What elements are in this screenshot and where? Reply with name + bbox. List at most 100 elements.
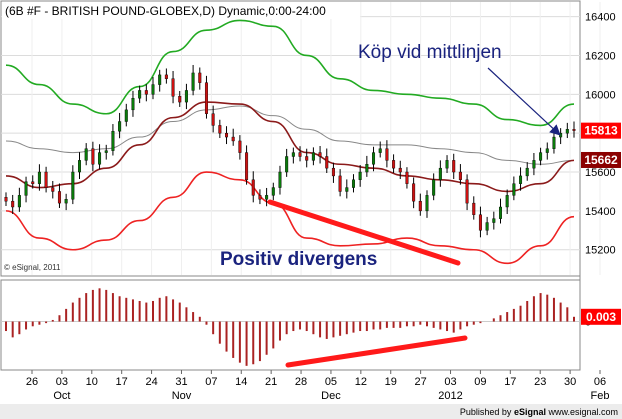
candle [238, 135, 242, 160]
candle-body [331, 167, 335, 177]
candle [44, 166, 48, 193]
candle-body [298, 152, 302, 157]
candle [498, 198, 502, 224]
candle [338, 169, 342, 197]
candle-body [271, 187, 275, 196]
price-axis: 1520015400156001580016000162001640015813… [581, 12, 621, 257]
candle-body [198, 72, 202, 83]
month-label: Oct [53, 390, 70, 402]
candle-body [98, 152, 102, 165]
candle [305, 148, 309, 168]
candle [164, 68, 168, 84]
candle-body [472, 202, 476, 215]
x-tick-label: 17 [116, 376, 128, 388]
candle [171, 71, 175, 104]
candle [131, 90, 135, 117]
candle-body [351, 179, 355, 188]
candle-body [565, 129, 569, 134]
candle-body [178, 96, 182, 103]
candle [265, 187, 269, 207]
oscillator-axis: 00.003 [581, 308, 621, 329]
y-tick-label: 15400 [585, 206, 616, 218]
candle [432, 173, 436, 201]
candle [124, 103, 128, 127]
candle-body [438, 167, 442, 180]
candle [452, 153, 456, 180]
candle [351, 174, 355, 193]
title-background [2, 2, 360, 19]
candle-body [525, 167, 529, 177]
x-tick-label: 26 [26, 376, 38, 388]
y-tick-label: 16000 [585, 89, 616, 101]
candle-body [31, 181, 35, 184]
band-series [5, 171, 575, 265]
candle [218, 119, 222, 139]
candle-body [519, 175, 523, 184]
candle [572, 121, 576, 138]
candle [358, 165, 362, 187]
indicator-panel [0, 279, 581, 371]
divergence-line-oscillator [285, 335, 468, 368]
candle-body [84, 148, 88, 161]
candle-body [251, 179, 255, 196]
candle [211, 105, 215, 133]
candle-body [285, 156, 289, 173]
month-label: Feb [591, 390, 610, 402]
candle-body [485, 222, 489, 231]
candle-body [218, 125, 222, 134]
divergence-line-price [267, 199, 461, 266]
candle-body [405, 171, 409, 184]
candle-body [118, 121, 122, 132]
candle-body [211, 113, 215, 126]
candle-body [265, 195, 269, 200]
candle-body [51, 187, 55, 192]
candle [291, 147, 295, 164]
candle-body [131, 97, 135, 111]
candle [4, 192, 8, 207]
candle-body [365, 164, 369, 173]
candle [51, 180, 55, 199]
annotation-buy: Köp vid mittlinjen [358, 42, 502, 63]
candle [485, 216, 489, 236]
candle-body [432, 179, 436, 196]
candle [298, 146, 302, 162]
watermark: © eSignal, 2011 [4, 263, 61, 272]
candle [245, 145, 249, 185]
candle [505, 189, 509, 214]
candle-body [44, 171, 48, 188]
buy-arrow [487, 67, 561, 136]
candle-body [57, 191, 61, 204]
candle-body [17, 195, 21, 208]
x-tick-label: 28 [295, 376, 307, 388]
candle-body [111, 131, 115, 151]
candle [71, 165, 75, 205]
x-tick-label: 03 [444, 376, 456, 388]
price-badge-label: 15662 [584, 153, 618, 167]
candle [184, 83, 188, 110]
candle-body [245, 152, 249, 181]
candle-body [238, 140, 242, 153]
candle-body [138, 90, 142, 99]
candle-body [291, 152, 295, 157]
candle-body [204, 82, 208, 114]
candle [178, 91, 182, 107]
candle-body [418, 200, 422, 212]
candle [438, 160, 442, 187]
candle-body [151, 84, 155, 95]
x-tick-label: 07 [205, 376, 217, 388]
candle-body [191, 72, 195, 91]
candle [191, 64, 195, 96]
x-tick-label: 03 [56, 376, 68, 388]
candle [512, 176, 516, 201]
candle-body [412, 183, 416, 202]
candle-body [171, 78, 175, 97]
candle-body [258, 195, 262, 200]
candle-body [458, 171, 462, 180]
candle-body [545, 148, 549, 153]
band-series [5, 19, 575, 127]
y-tick-label: 16400 [585, 12, 616, 24]
x-tick-label: 05 [325, 376, 337, 388]
candle-body [64, 199, 68, 204]
candle [198, 67, 202, 90]
candle [385, 140, 389, 168]
